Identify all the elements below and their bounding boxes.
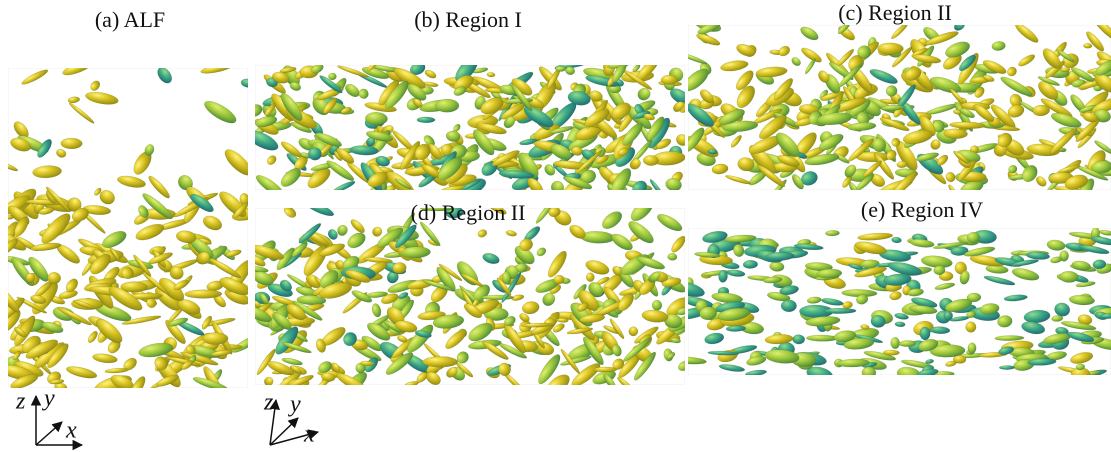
vortex	[423, 356, 458, 367]
figure: (a) ALF (b) Region I (c) Region II (d) R…	[0, 0, 1111, 452]
panel-label: (c) Region II	[838, 0, 952, 25]
panel-label: (a) ALF	[95, 7, 165, 32]
axis-triad: z y x	[15, 386, 82, 446]
vortex-panel	[238, 196, 699, 398]
vortex	[586, 273, 595, 282]
vortex	[594, 367, 617, 372]
vortex	[920, 327, 931, 340]
panel-label: (e) Region IV	[861, 197, 983, 222]
axis-label: z	[263, 390, 274, 416]
vortex	[435, 99, 459, 112]
axis-triad: z y x	[263, 390, 318, 448]
vortex	[877, 43, 903, 55]
vortex	[999, 365, 1015, 369]
vortex	[1083, 43, 1092, 48]
vortex	[203, 332, 229, 344]
vortex	[61, 138, 83, 149]
vortex-panel	[670, 227, 1111, 384]
axis-label: y	[288, 392, 301, 418]
vortex	[417, 117, 435, 123]
vortex	[185, 290, 222, 299]
axis-label: x	[303, 422, 315, 448]
vortex	[661, 75, 678, 85]
panel-label: (d) Region II	[411, 200, 526, 225]
vortex	[806, 335, 838, 342]
vortex	[824, 308, 856, 314]
panel-label: (b) Region I	[414, 7, 522, 32]
vortex-panel	[0, 58, 262, 399]
vortex-panel	[244, 54, 692, 205]
axis-arrow	[36, 422, 62, 445]
vortex	[557, 318, 569, 323]
axis-label: x	[65, 418, 77, 444]
vortex	[652, 300, 662, 311]
vortex	[781, 300, 797, 312]
vortex-panel	[679, 14, 1111, 203]
vortex	[883, 350, 899, 356]
axis-label: z	[15, 389, 26, 415]
vortex	[862, 367, 876, 379]
vortex	[1060, 67, 1070, 71]
vortex	[555, 66, 566, 71]
axis-label: y	[42, 386, 55, 412]
vortex	[891, 337, 900, 349]
